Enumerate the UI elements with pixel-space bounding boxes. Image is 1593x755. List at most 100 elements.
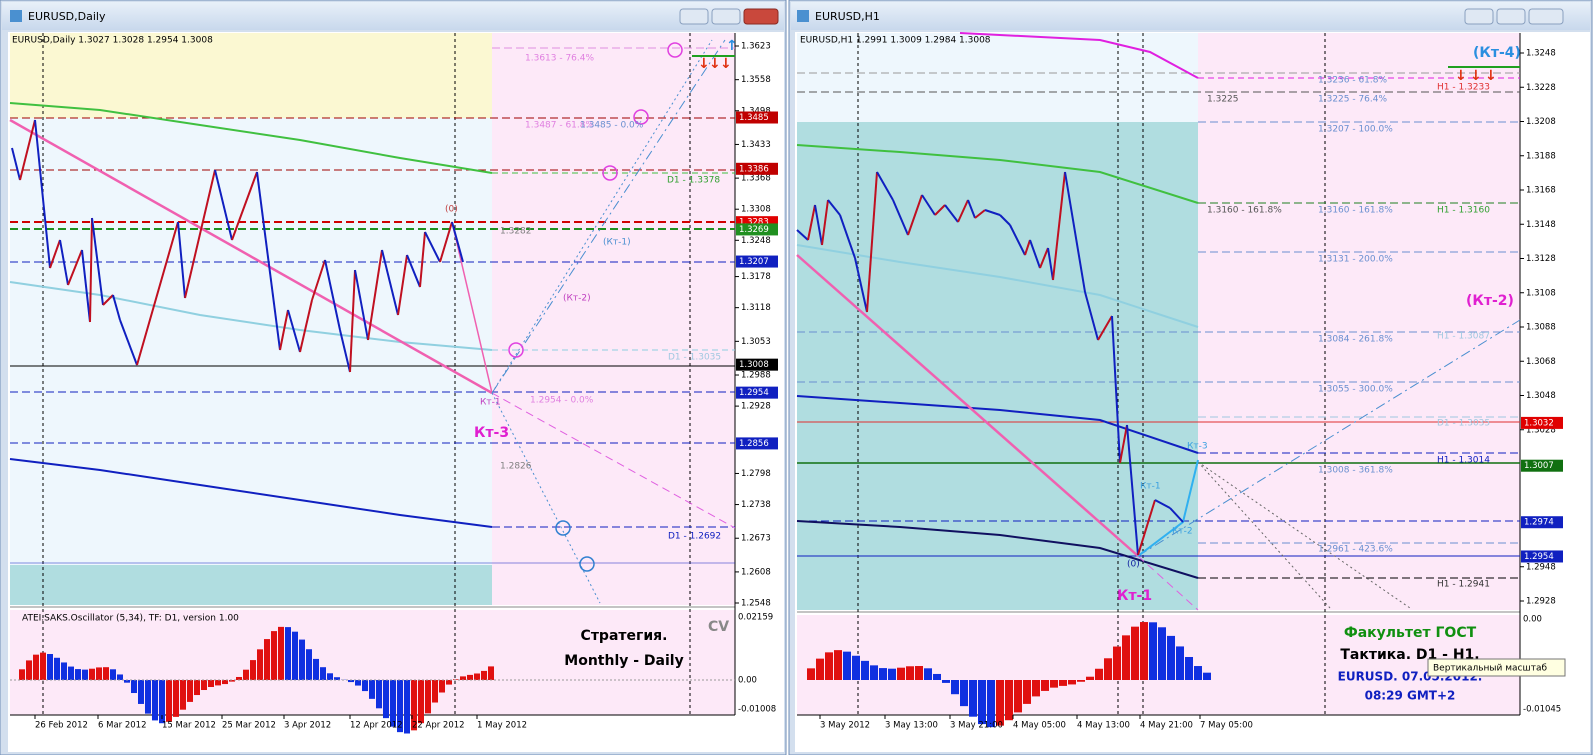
- price-marker-label: 1.2954: [1524, 552, 1554, 562]
- price-marker-label: 1.2974: [1524, 518, 1554, 528]
- histogram-bar: [987, 680, 995, 728]
- histogram-bar: [834, 650, 842, 680]
- time-label: 3 May 13:00: [885, 721, 938, 731]
- histogram-bar: [194, 680, 200, 696]
- indicator-axis-label: 0.00: [738, 676, 757, 686]
- price-label: 1.2608: [741, 567, 771, 577]
- close-button[interactable]: [743, 8, 779, 25]
- moving-average: [796, 520, 1199, 579]
- annotation: 1.3487 - 61.8%: [525, 121, 594, 131]
- moving-average: [796, 244, 1199, 328]
- price-label: 1.3558: [741, 75, 771, 85]
- price-label: 1.3053: [741, 337, 771, 347]
- price-segment: [397, 254, 408, 316]
- price-segment: [957, 199, 969, 223]
- price-label: 1.2798: [741, 469, 771, 479]
- price-segment: [287, 309, 301, 353]
- price-label: 1.2928: [1526, 597, 1556, 607]
- histogram-bar: [1041, 680, 1049, 691]
- price-segment: [1064, 171, 1086, 293]
- tooltip: [1427, 658, 1566, 677]
- annotation: H1 - 1.3014: [1437, 456, 1490, 466]
- histogram-bar: [376, 680, 382, 709]
- strategy-text: Monthly - Daily: [564, 653, 683, 669]
- price-label: 1.3308: [741, 205, 771, 215]
- histogram-bar: [425, 680, 431, 714]
- histogram-bar: [215, 680, 221, 686]
- price-segment: [1097, 315, 1113, 341]
- price-segment: [299, 299, 313, 353]
- price-segment: [439, 221, 453, 263]
- histogram-bar: [879, 668, 887, 680]
- price-segment: [1084, 291, 1099, 341]
- price-label: 1.3368: [741, 174, 771, 184]
- swing-line: [451, 221, 493, 394]
- close-button[interactable]: [1528, 8, 1564, 25]
- zone: [797, 122, 1198, 610]
- histogram-bar: [61, 662, 67, 680]
- price-zigzag: [11, 119, 464, 373]
- histogram-bar: [201, 680, 207, 691]
- zone: [10, 565, 492, 605]
- histogram-bar: [250, 660, 256, 680]
- time-label: 7 May 05:00: [1200, 721, 1253, 731]
- histogram-bar: [54, 657, 60, 680]
- price-segment: [19, 119, 36, 181]
- price-marker: [1521, 416, 1563, 429]
- histogram-bar: [397, 680, 403, 733]
- indicator-axis-label: -0.01008: [738, 705, 776, 715]
- histogram-bar: [1086, 676, 1094, 680]
- histogram-bar: [110, 669, 116, 680]
- price-label: 1.3068: [1526, 357, 1556, 367]
- maximize-button[interactable]: [711, 8, 741, 25]
- chart-header: EURUSD,H1 1.2991 1.3009 1.2984 1.3008: [800, 36, 991, 46]
- arrows: ↓ ↓ ↓: [1455, 68, 1497, 84]
- histogram-bar: [1050, 680, 1058, 688]
- histogram-bar: [138, 680, 144, 704]
- price-segment: [1009, 224, 1026, 256]
- minimize-button[interactable]: [1464, 8, 1494, 25]
- price-label: 1.3088: [1526, 323, 1556, 333]
- histogram-bar: [446, 680, 452, 685]
- window-icon: [10, 10, 22, 22]
- maximize-button[interactable]: [1496, 8, 1526, 25]
- price-segment: [354, 269, 369, 341]
- window-title: EURUSD,Daily: [28, 10, 106, 23]
- price-segment: [807, 204, 816, 241]
- price-segment: [67, 249, 83, 286]
- histogram-bar: [1077, 680, 1085, 682]
- histogram-bar: [26, 660, 32, 680]
- histogram-bar: [355, 680, 361, 686]
- tooltip-text: Вертикальный масштаб: [1433, 664, 1547, 674]
- time-label: 4 May 05:00: [1013, 721, 1066, 731]
- histogram-bar: [474, 673, 480, 680]
- indicator-axis-label: 0.00: [1523, 615, 1542, 625]
- histogram-bar: [278, 626, 284, 680]
- minimize-button[interactable]: [679, 8, 709, 25]
- trend-line: [1137, 555, 1199, 611]
- price-label: 1.3433: [741, 140, 771, 150]
- annotation: (Кт-2): [563, 294, 591, 304]
- price-segment: [1154, 499, 1171, 509]
- histogram-bar: [271, 631, 277, 680]
- price-label: 1.3498: [741, 106, 771, 116]
- price-segment: [854, 257, 868, 313]
- price-marker-label: 1.3283: [739, 218, 769, 228]
- price-label: 1.2948: [1526, 562, 1556, 572]
- annotation: (Кт-2): [1466, 293, 1514, 309]
- histogram-bar: [173, 680, 179, 717]
- histogram-bar: [969, 680, 977, 717]
- price-segment: [1119, 424, 1128, 464]
- price-label: 1.3048: [1526, 391, 1556, 401]
- time-label: 1 May 2012: [477, 721, 527, 731]
- histogram-bar: [145, 680, 151, 714]
- price-segment: [119, 319, 138, 366]
- price-label: 1.3188: [1526, 151, 1556, 161]
- histogram-bar: [915, 666, 923, 680]
- histogram-bar: [1167, 635, 1175, 680]
- histogram-bar: [131, 680, 137, 694]
- histogram-bar: [236, 676, 242, 680]
- price-label: 1.3248: [741, 236, 771, 246]
- annotation: 1.3084 - 261.8%: [1318, 335, 1393, 345]
- histogram-bar: [369, 680, 375, 699]
